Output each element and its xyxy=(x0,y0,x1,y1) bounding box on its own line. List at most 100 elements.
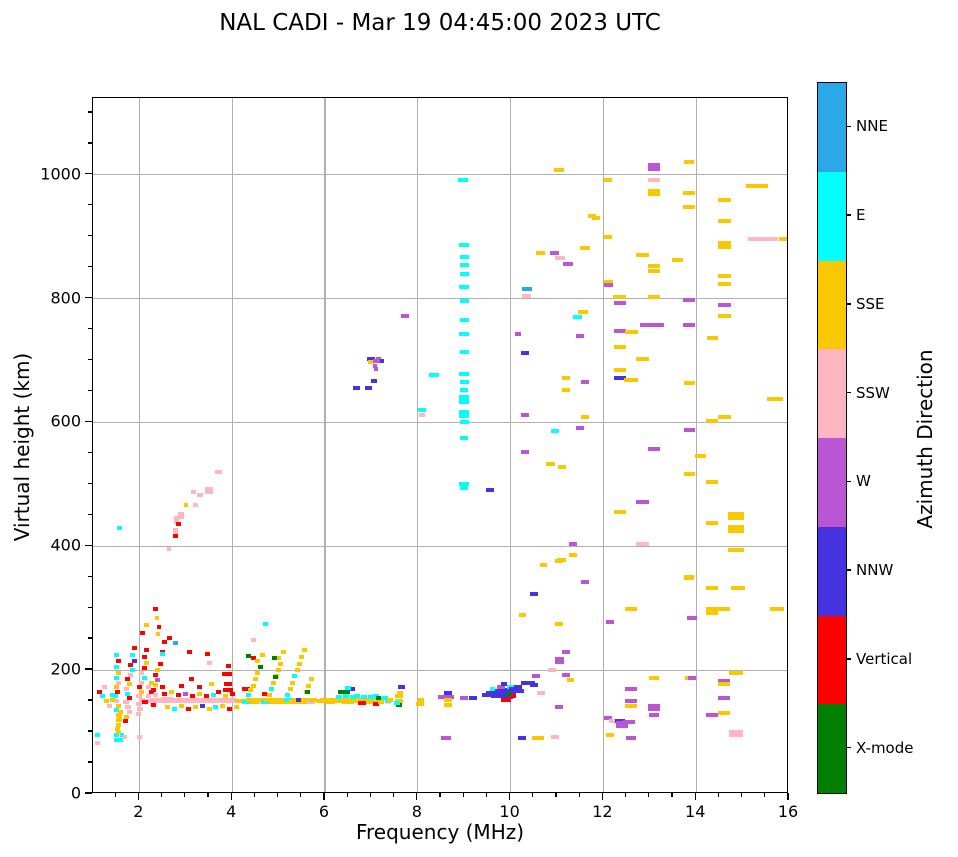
data-point xyxy=(706,418,719,423)
data-point xyxy=(727,524,744,533)
y-gridline xyxy=(93,669,787,671)
data-point xyxy=(125,691,131,696)
data-point xyxy=(636,499,650,504)
data-point xyxy=(287,686,293,691)
data-point xyxy=(718,678,731,683)
data-point xyxy=(459,371,470,376)
data-point xyxy=(171,706,177,711)
data-point xyxy=(730,585,745,590)
data-point xyxy=(375,356,381,361)
data-point xyxy=(144,622,150,627)
data-point xyxy=(573,314,583,319)
data-point xyxy=(113,675,119,680)
data-point xyxy=(114,726,120,731)
x-axis-label: Frequency (MHz) xyxy=(355,820,525,844)
data-point xyxy=(486,691,499,696)
data-point xyxy=(532,674,541,679)
data-point xyxy=(280,649,286,654)
data-point xyxy=(143,660,149,665)
data-point xyxy=(112,694,118,699)
data-point xyxy=(717,313,731,318)
data-point xyxy=(683,380,695,385)
data-point xyxy=(139,680,145,685)
data-point xyxy=(123,686,129,691)
y-minor-tick xyxy=(88,235,92,237)
data-point xyxy=(489,686,495,691)
x-minor-tick xyxy=(624,793,627,797)
data-point xyxy=(437,694,454,699)
data-point xyxy=(136,685,142,690)
x-gridline xyxy=(138,98,141,792)
data-point xyxy=(613,300,626,305)
data-point xyxy=(276,655,282,660)
data-point xyxy=(155,678,161,683)
data-point xyxy=(580,379,589,384)
data-point xyxy=(188,677,194,682)
data-point xyxy=(153,683,159,688)
y-gridline xyxy=(93,545,787,547)
data-point xyxy=(309,697,318,702)
y-minor-tick xyxy=(88,606,92,608)
data-point xyxy=(176,692,182,697)
data-point xyxy=(497,692,510,697)
x-minor-tick xyxy=(300,793,302,797)
data-point xyxy=(197,691,203,696)
y-major-tick xyxy=(85,296,92,299)
data-point xyxy=(727,511,744,520)
y-minor-tick xyxy=(88,451,92,454)
data-point xyxy=(459,255,469,260)
data-point xyxy=(706,520,719,525)
data-point xyxy=(604,716,613,721)
data-point xyxy=(250,637,256,642)
colorbar-tick xyxy=(847,391,851,394)
data-point xyxy=(557,557,567,562)
data-point xyxy=(745,183,768,188)
data-point xyxy=(672,257,684,262)
data-point xyxy=(129,652,135,657)
y-minor-tick xyxy=(88,513,92,516)
data-point xyxy=(137,706,144,711)
data-point xyxy=(625,686,638,691)
data-point xyxy=(196,492,203,497)
x-minor-tick xyxy=(160,793,163,797)
data-point xyxy=(706,606,719,615)
data-point xyxy=(118,710,124,715)
data-point xyxy=(296,697,302,702)
data-point xyxy=(592,216,601,221)
data-point xyxy=(562,673,571,678)
data-point xyxy=(192,705,198,710)
data-point xyxy=(459,284,470,289)
data-point xyxy=(250,655,256,660)
data-point xyxy=(352,386,360,391)
x-minor-tick xyxy=(717,793,720,797)
data-point xyxy=(555,705,564,710)
data-point xyxy=(255,671,261,676)
data-point xyxy=(263,621,269,626)
data-point xyxy=(636,541,650,546)
data-point xyxy=(603,283,613,287)
data-point xyxy=(459,482,470,487)
data-point xyxy=(126,696,132,701)
colorbar-tick xyxy=(847,125,851,128)
data-point xyxy=(245,692,251,697)
data-point xyxy=(554,167,565,172)
data-point xyxy=(490,694,503,699)
x-gridline xyxy=(324,98,326,792)
x-minor-tick xyxy=(764,793,766,797)
chart-title: NAL CADI - Mar 19 04:45:00 2023 UTC xyxy=(219,10,661,36)
data-point xyxy=(296,699,307,704)
data-point xyxy=(122,718,128,723)
data-point xyxy=(306,683,312,688)
data-point xyxy=(748,236,779,241)
x-tick-label: 8 xyxy=(411,802,422,821)
data-point xyxy=(515,689,524,694)
data-point xyxy=(443,702,452,707)
data-point xyxy=(342,694,349,699)
data-point xyxy=(393,700,400,705)
y-minor-tick xyxy=(88,730,92,732)
y-major-tick xyxy=(85,173,92,175)
data-point xyxy=(155,632,160,637)
data-point xyxy=(527,680,536,685)
data-point xyxy=(95,741,101,746)
data-point xyxy=(505,691,511,696)
